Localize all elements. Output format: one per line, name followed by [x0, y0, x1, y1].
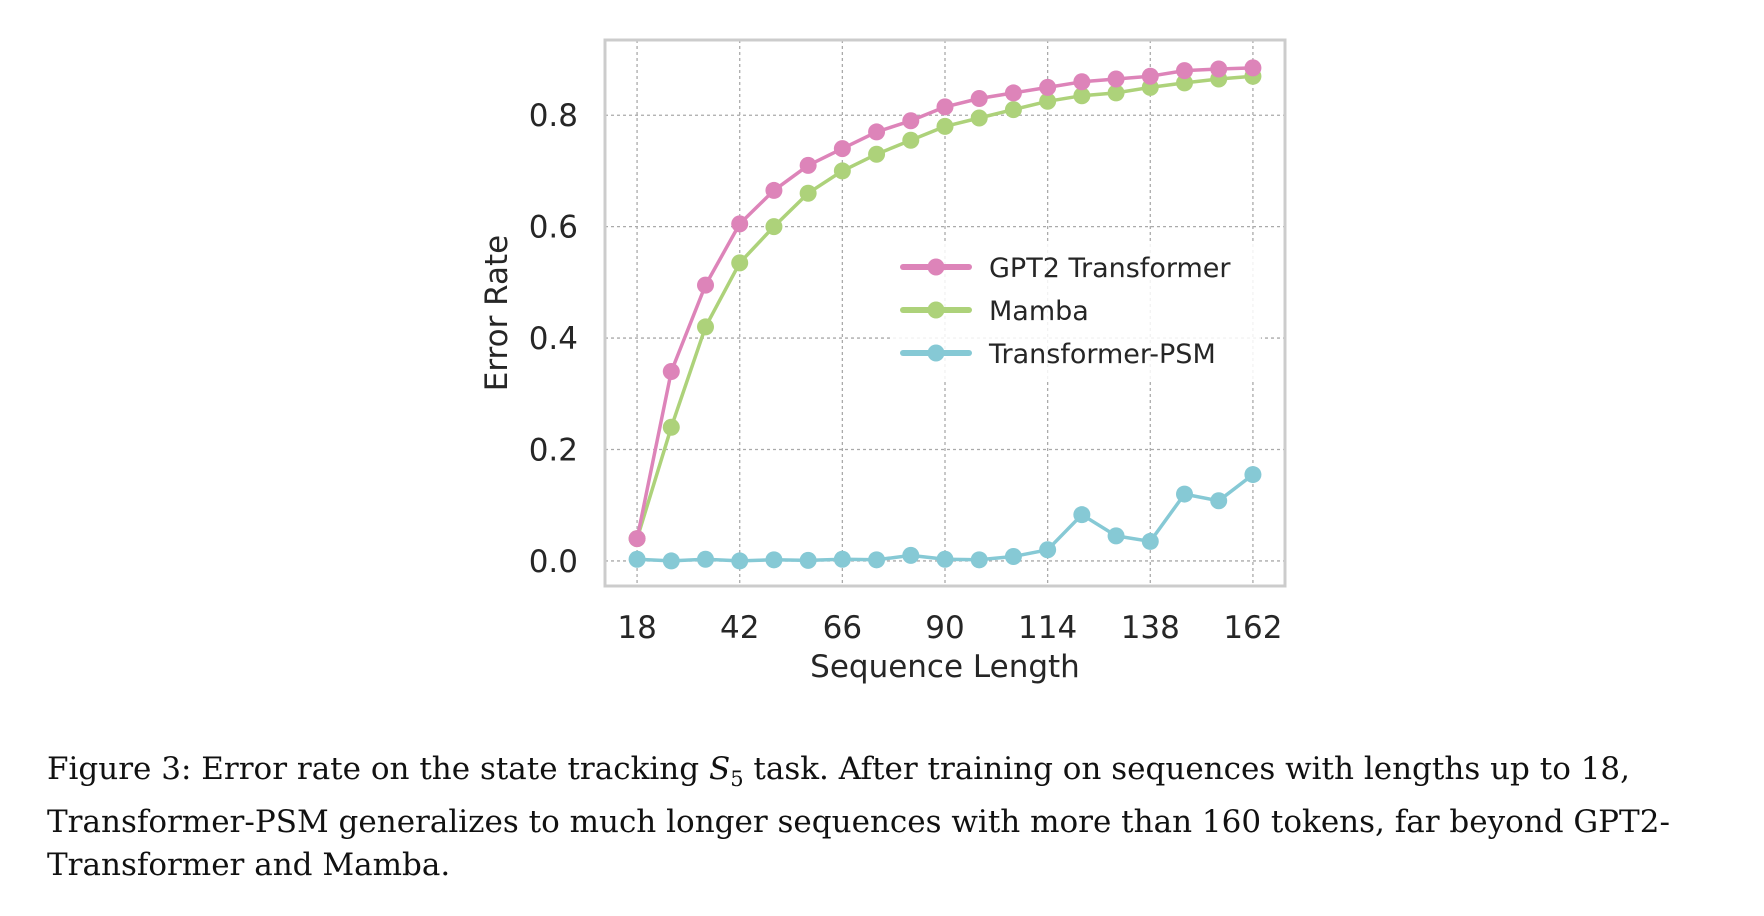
series-transformer-psm — [628, 466, 1262, 570]
x-tick-label: 114 — [1018, 610, 1077, 646]
data-point-gpt2-transformer — [1073, 73, 1091, 91]
data-point-transformer-psm — [936, 550, 954, 568]
legend-box — [893, 244, 1261, 382]
legend-marker-transformer-psm — [927, 344, 945, 362]
line-chart: 18 42 66 90 114 138 162 0.0 0.2 0.4 0.6 0.8 Sequen… — [479, 38, 1287, 685]
y-tick-labels: 0.0 0.2 0.4 0.6 0.8 — [529, 98, 578, 580]
data-point-gpt2-transformer — [799, 156, 817, 174]
data-point-transformer-psm — [765, 551, 783, 569]
data-point-gpt2-transformer — [936, 98, 954, 116]
y-tick-label: 0.0 — [529, 544, 578, 580]
data-point-mamba — [936, 117, 954, 135]
data-point-transformer-psm — [1004, 547, 1022, 565]
x-tick-labels: 18 42 66 90 114 138 162 — [617, 610, 1282, 646]
data-point-mamba — [765, 218, 783, 236]
x-tick-label: 42 — [720, 610, 759, 646]
data-point-transformer-psm — [868, 551, 886, 569]
data-point-gpt2-transformer — [1210, 60, 1228, 78]
plot-frame — [603, 38, 1287, 588]
data-point-mamba — [970, 109, 988, 127]
data-point-mamba — [833, 162, 851, 180]
legend: GPT2 Transformer Mamba Transformer-PSM — [893, 244, 1261, 382]
caption-line-1: Figure 3: Error rate on the state tracki… — [47, 748, 1727, 801]
data-point-transformer-psm — [1244, 466, 1262, 484]
data-point-transformer-psm — [1039, 541, 1057, 559]
caption-text-1b: task. After training on sequences with l… — [743, 751, 1631, 787]
data-point-gpt2-transformer — [1175, 62, 1193, 80]
data-point-gpt2-transformer — [697, 276, 715, 294]
data-point-mamba — [1004, 101, 1022, 119]
data-point-gpt2-transformer — [902, 112, 920, 130]
series-line-transformer-psm — [637, 473, 1254, 563]
data-point-transformer-psm — [697, 550, 715, 568]
data-point-gpt2-transformer — [628, 530, 646, 548]
data-point-mamba — [662, 418, 680, 436]
data-point-transformer-psm — [1175, 485, 1193, 503]
data-point-gpt2-transformer — [1107, 70, 1125, 88]
y-tick-label: 0.6 — [529, 210, 578, 246]
caption-line-2: Transformer-PSM generalizes to much long… — [47, 804, 1670, 841]
data-point-gpt2-transformer — [1141, 67, 1159, 85]
x-tick-label: 66 — [823, 610, 862, 646]
caption-subscript: 5 — [730, 767, 744, 792]
data-point-transformer-psm — [1210, 492, 1228, 510]
data-point-transformer-psm — [902, 546, 920, 564]
data-point-mamba — [697, 318, 715, 336]
data-point-mamba — [1107, 84, 1125, 102]
y-axis-label: Error Rate — [479, 235, 515, 392]
data-point-transformer-psm — [1141, 532, 1159, 550]
data-point-transformer-psm — [731, 552, 749, 570]
data-point-mamba — [1175, 74, 1193, 92]
caption-line-3: Transformer and Mamba. — [47, 847, 451, 884]
data-point-transformer-psm — [799, 551, 817, 569]
data-point-mamba — [868, 145, 886, 163]
legend-label-transformer-psm: Transformer-PSM — [988, 339, 1216, 370]
data-point-gpt2-transformer — [970, 90, 988, 107]
data-point-transformer-psm — [628, 550, 646, 568]
data-point-gpt2-transformer — [731, 215, 749, 233]
x-tick-label: 162 — [1223, 610, 1282, 646]
data-point-mamba — [1039, 92, 1057, 110]
legend-label-mamba: Mamba — [989, 296, 1089, 327]
caption-text-1a: Figure 3: Error rate on the state tracki… — [47, 751, 709, 787]
legend-marker-gpt2-transformer — [927, 258, 945, 276]
data-point-mamba — [799, 184, 817, 202]
data-point-mamba — [1073, 87, 1091, 105]
data-point-gpt2-transformer — [662, 363, 680, 380]
series-gpt2-transformer — [628, 59, 1262, 548]
x-tick-label: 18 — [617, 610, 656, 646]
caption-symbol: S — [708, 751, 731, 787]
figure-caption: Figure 3: Error rate on the state tracki… — [47, 748, 1727, 887]
data-point-transformer-psm — [662, 552, 680, 570]
data-point-gpt2-transformer — [1004, 84, 1022, 102]
data-point-transformer-psm — [833, 550, 851, 568]
x-tick-label: 138 — [1121, 610, 1180, 646]
x-axis-label: Sequence Length — [810, 649, 1080, 685]
data-point-transformer-psm — [1107, 527, 1125, 545]
data-point-mamba — [731, 254, 749, 272]
y-tick-label: 0.2 — [529, 433, 578, 469]
legend-label-gpt2-transformer: GPT2 Transformer — [989, 253, 1231, 284]
x-tick-label: 90 — [925, 610, 964, 646]
data-point-gpt2-transformer — [1244, 59, 1262, 77]
data-point-transformer-psm — [970, 551, 988, 569]
data-point-gpt2-transformer — [833, 140, 851, 158]
data-point-gpt2-transformer — [1039, 78, 1057, 96]
data-point-transformer-psm — [1073, 506, 1091, 524]
data-point-gpt2-transformer — [868, 123, 886, 141]
legend-marker-mamba — [927, 301, 945, 319]
y-tick-label: 0.8 — [529, 98, 578, 134]
data-point-gpt2-transformer — [765, 181, 783, 199]
series-layer — [628, 59, 1262, 570]
y-tick-label: 0.4 — [529, 321, 578, 357]
data-point-mamba — [902, 131, 920, 149]
